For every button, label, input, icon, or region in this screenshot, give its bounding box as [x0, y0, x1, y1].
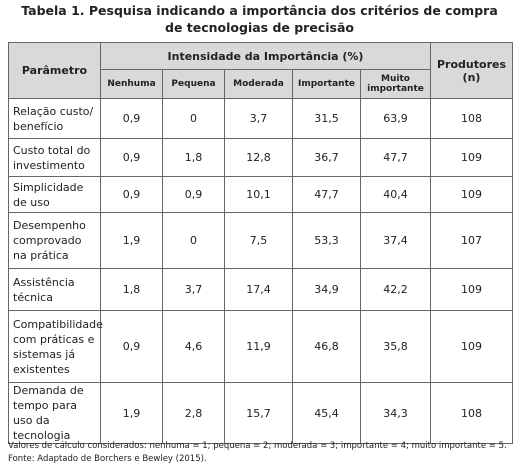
value-cell: 12,8 — [224, 138, 293, 177]
table-row: Demanda de tempo para uso da tecnologia 1… — [8, 382, 513, 444]
value-cell: 0,9 — [100, 138, 163, 177]
value-cell: 3,7 — [224, 98, 293, 139]
header-cell: Moderada — [224, 69, 293, 99]
parameter-cell: Demanda de tempo para uso da tecnologia — [8, 382, 101, 444]
value-cell: 42,2 — [360, 268, 431, 311]
value-cell: 109 — [430, 176, 513, 213]
header-cell: Intensidade da Importância (%) — [100, 42, 431, 70]
value-cell: 34,3 — [360, 382, 431, 444]
value-cell: 107 — [430, 212, 513, 269]
value-cell: 35,8 — [360, 310, 431, 383]
value-cell: 10,1 — [224, 176, 293, 213]
value-cell: 37,4 — [360, 212, 431, 269]
value-cell: 109 — [430, 138, 513, 177]
value-cell: 0 — [162, 98, 225, 139]
value-cell: 0,9 — [100, 98, 163, 139]
value-cell: 109 — [430, 310, 513, 383]
value-cell: 1,9 — [100, 212, 163, 269]
value-cell: 0,9 — [162, 176, 225, 213]
parameter-cell: Desempenho comprovado na prática — [8, 212, 101, 269]
value-cell: 40,4 — [360, 176, 431, 213]
parameter-cell: Simplicidade de uso — [8, 176, 101, 213]
value-cell: 109 — [430, 268, 513, 311]
parameter-cell: Custo total do investimento — [8, 138, 101, 177]
header-cell: Nenhuma — [100, 69, 163, 99]
footnote: Valores de cálculo considerados: nenhuma… — [8, 441, 507, 464]
table-row: Desempenho comprovado na prática 1,9 0 7,5 5… — [8, 212, 513, 269]
value-cell: 1,8 — [100, 268, 163, 311]
value-cell: 15,7 — [224, 382, 293, 444]
value-cell: 31,5 — [292, 98, 361, 139]
table-row: Relação custo/ benefício 0,9 0 3,7 31,5 63,9 1… — [8, 98, 513, 139]
value-cell: 53,3 — [292, 212, 361, 269]
value-cell: 46,8 — [292, 310, 361, 383]
table-title: Tabela 1. Pesquisa indicando a importânc… — [21, 3, 498, 35]
value-cell: 0 — [162, 212, 225, 269]
value-cell: 108 — [430, 98, 513, 139]
value-cell: 1,9 — [100, 382, 163, 444]
value-cell: 11,9 — [224, 310, 293, 383]
table-row: Assistência técnica 1,8 3,7 17,4 34,9 42,2 109 — [8, 268, 513, 311]
header-cell: Muito importante — [360, 69, 431, 99]
header-cell: Parâmetro — [8, 42, 101, 99]
value-cell: 3,7 — [162, 268, 225, 311]
value-cell: 36,7 — [292, 138, 361, 177]
header-cell: Produtores (n) — [430, 42, 513, 99]
value-cell: 0,9 — [100, 310, 163, 383]
value-cell: 108 — [430, 382, 513, 444]
table-row: Custo total do investimento 0,9 1,8 12,8 36,… — [8, 138, 513, 177]
table-row: Simplicidade de uso 0,9 0,9 10,1 47,7 40,4 109 — [8, 176, 513, 213]
value-cell: 47,7 — [360, 138, 431, 177]
header-cell: Pequena — [162, 69, 225, 99]
parameter-cell: Assistência técnica — [8, 268, 101, 311]
value-cell: 0,9 — [100, 176, 163, 213]
value-cell: 4,6 — [162, 310, 225, 383]
value-cell: 47,7 — [292, 176, 361, 213]
parameter-cell: Compatibilidade com práticas e sistemas … — [8, 310, 103, 383]
value-cell: 34,9 — [292, 268, 361, 311]
value-cell: 63,9 — [360, 98, 431, 139]
value-cell: 7,5 — [224, 212, 293, 269]
value-cell: 45,4 — [292, 382, 361, 444]
value-cell: 17,4 — [224, 268, 293, 311]
data-table: Parâmetro Intensidade da Importância (%)… — [8, 42, 513, 444]
value-cell: 2,8 — [162, 382, 225, 444]
header-cell: Importante — [292, 69, 361, 99]
parameter-cell: Relação custo/ benefício — [8, 98, 101, 139]
value-cell: 1,8 — [162, 138, 225, 177]
table-row: Compatibilidade com práticas e sistemas … — [8, 310, 513, 383]
